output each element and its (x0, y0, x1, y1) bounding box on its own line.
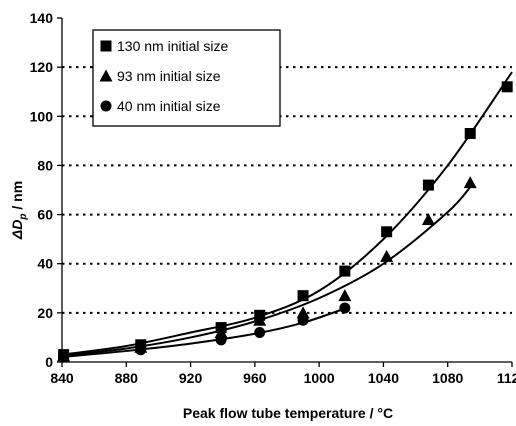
data-point-circle (215, 334, 227, 346)
data-point-square (381, 226, 393, 238)
y-axis-label-main: ΔD (9, 220, 25, 241)
y-tick-label: 60 (37, 207, 53, 223)
data-point-triangle (253, 313, 267, 326)
y-axis-label-subscript: p (18, 214, 29, 221)
data-point-triangle (214, 326, 228, 339)
data-point-square (464, 127, 476, 139)
y-tick-label: 20 (37, 305, 53, 321)
y-tick-label: 0 (45, 354, 53, 370)
x-tick-label: 1120 (497, 370, 516, 386)
grid-lines (62, 66, 512, 314)
y-tick-label: 120 (30, 59, 54, 75)
data-point-circle (339, 302, 351, 314)
y-axis-label-unit: / nm (9, 181, 25, 214)
y-axis-label: ΔDp / nm (9, 181, 29, 240)
data-point-triangle (296, 306, 310, 319)
y-tick-label: 100 (30, 108, 54, 124)
data-point-triangle (338, 289, 352, 302)
x-tick-label: 880 (115, 370, 139, 386)
data-point-square (339, 265, 351, 277)
data-point-triangle (380, 249, 394, 262)
legend-label: 93 nm initial size (117, 68, 221, 84)
data-point-triangle (421, 212, 435, 225)
legend: 130 nm initial size 93 nm initial size 40 … (92, 29, 281, 127)
data-point-circle (297, 314, 309, 326)
fit-curve-triangle (61, 184, 473, 357)
y-tick-label: 140 (30, 10, 54, 26)
data-point-triangle (463, 176, 477, 189)
data-point-square (501, 81, 513, 93)
data-point-square (297, 290, 309, 302)
legend-label: 40 nm initial size (117, 98, 221, 114)
x-tick-label: 1000 (304, 370, 335, 386)
data-point-circle (58, 351, 70, 363)
x-tick-label: 920 (179, 370, 203, 386)
legend-label: 130 nm initial size (117, 38, 228, 54)
x-tick-label: 960 (243, 370, 267, 386)
y-tick-label: 40 (37, 256, 53, 272)
data-point-circle (135, 344, 147, 356)
data-point-square (422, 179, 434, 191)
axes: 0 20 40 60 80 100 120 140 840 880 920 960 1000 1040 10… (30, 10, 516, 386)
legend-marker-triangle (99, 69, 113, 82)
x-tick-label: 1080 (432, 370, 463, 386)
data-points (57, 81, 513, 363)
legend-marker-circle (100, 100, 112, 112)
data-point-circle (254, 327, 266, 339)
legend-box (92, 29, 281, 127)
x-axis-label: Peak flow tube temperature / °C (183, 405, 393, 421)
y-tick-label: 80 (37, 157, 53, 173)
x-tick-label: 840 (50, 370, 74, 386)
x-tick-label: 1040 (368, 370, 399, 386)
legend-marker-square (100, 40, 112, 52)
